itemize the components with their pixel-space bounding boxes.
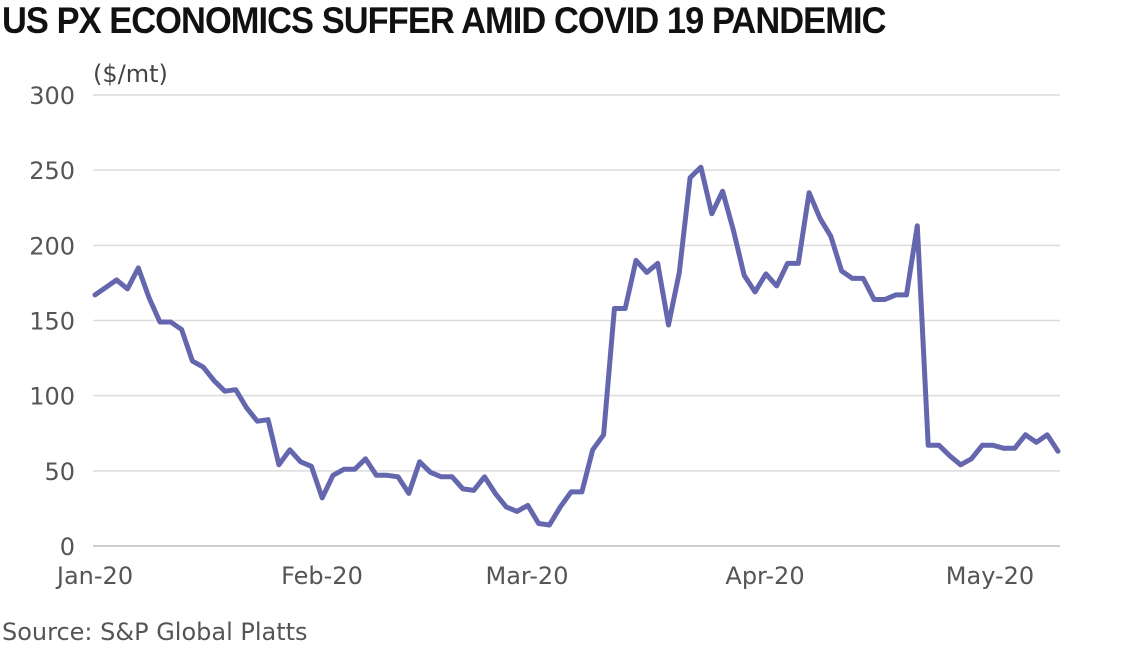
x-tick-label: May-20 [946,562,1034,590]
y-tick-label: 250 [29,157,75,185]
x-tick-label: Apr-20 [725,562,804,590]
y-tick-label: 150 [29,308,75,336]
series-line [92,164,1061,528]
y-tick-label: 200 [29,232,75,260]
chart-title: US PX ECONOMICS SUFFER AMID COVID 19 PAN… [2,0,886,41]
x-tick-label: Feb-20 [281,562,363,590]
y-tick-label: 50 [44,458,75,486]
y-axis-ticks: 0 50 100 150 200 250 300 [29,82,75,561]
x-tick-label: Jan-20 [55,562,133,590]
x-tick-label: Mar-20 [486,562,569,590]
source-note: Source: S&P Global Platts [2,618,308,646]
series-layer [92,164,1061,528]
y-tick-label: 0 [60,533,75,561]
gridlines [93,94,1060,547]
x-axis-ticks: Jan-20 Feb-20 Mar-20 Apr-20 May-20 [55,562,1034,590]
y-tick-label: 100 [29,383,75,411]
y-tick-label: 300 [29,82,75,110]
y-axis-unit-label: ($/mt) [93,60,168,88]
